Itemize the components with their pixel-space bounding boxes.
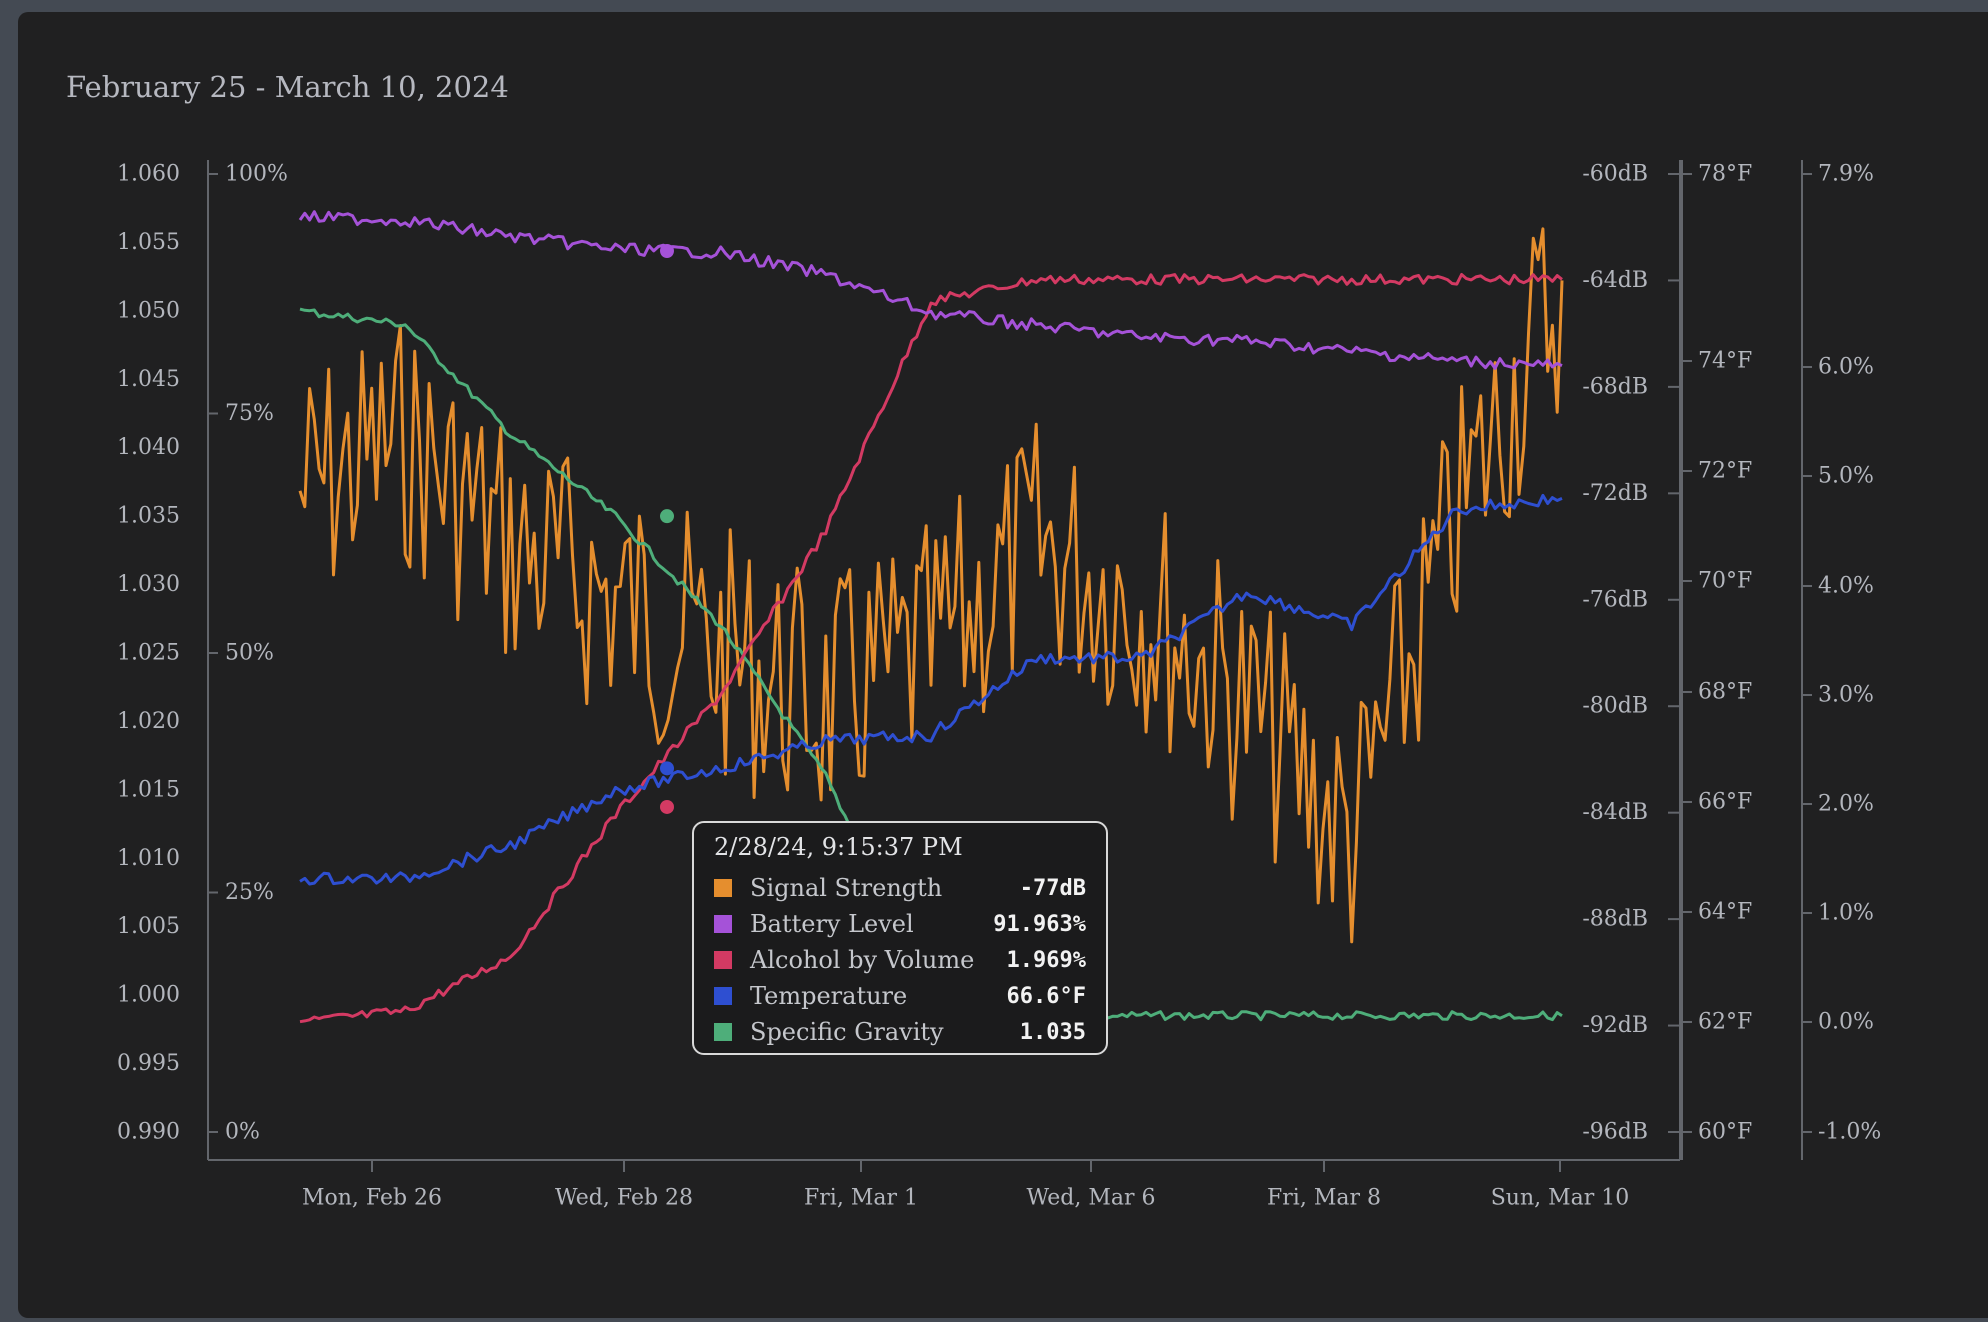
- x-tick-label: Fri, Mar 8: [1267, 1186, 1381, 1211]
- tooltip-series-name: Temperature: [750, 982, 908, 1010]
- signal-series-line: [298, 227, 1564, 944]
- x-tick-label: Wed, Mar 6: [1026, 1186, 1155, 1211]
- gravity-hover-point: [660, 509, 674, 524]
- x-tick-label: Sun, Mar 10: [1491, 1186, 1630, 1211]
- gravity-tick-label: 1.060: [117, 162, 180, 187]
- tooltip-series-value: 66.6°F: [1006, 983, 1086, 1009]
- abv-tick-label: 2.0%: [1818, 792, 1874, 817]
- abv-tick-label: 7.9%: [1818, 162, 1874, 187]
- gravity-tick-label: 1.015: [117, 777, 180, 802]
- gravity-tick-label: 0.995: [117, 1051, 180, 1076]
- hover-tooltip: 2/28/24, 9:15:37 PM Signal Strength -77d…: [692, 821, 1108, 1055]
- temperature-tick-label: 68°F: [1698, 680, 1752, 705]
- tooltip-series-value: -77dB: [1019, 875, 1086, 901]
- tooltip-row-battery: Battery Level 91.963%: [714, 906, 1086, 942]
- chart-subtitle: February 25 - March 10, 2024: [66, 70, 509, 104]
- abv-tick-label: 0.0%: [1818, 1010, 1874, 1035]
- signal-tick-label: -80dB: [1582, 694, 1648, 719]
- x-tick-label: Mon, Feb 26: [302, 1186, 442, 1211]
- tooltip-row-gravity: Specific Gravity 1.035: [714, 1014, 1086, 1050]
- battery-tick-label: 100%: [225, 162, 288, 187]
- temperature-tick-label: 62°F: [1698, 1010, 1752, 1035]
- signal-tick-label: -76dB: [1582, 587, 1648, 612]
- abv-tick-label: -1.0%: [1818, 1120, 1881, 1145]
- battery-tick-label: 75%: [225, 401, 274, 426]
- hover-markers: [660, 243, 674, 814]
- signal-tick-label: -84dB: [1582, 800, 1648, 825]
- temperature-swatch: [714, 987, 732, 1005]
- tooltip-series-name: Alcohol by Volume: [750, 946, 975, 974]
- temperature-tick-label: 66°F: [1698, 790, 1752, 815]
- tooltip-series-name: Specific Gravity: [750, 1018, 944, 1046]
- tooltip-row-temperature: Temperature 66.6°F: [714, 978, 1086, 1014]
- battery-swatch: [714, 915, 732, 933]
- tooltip-timestamp: 2/28/24, 9:15:37 PM: [714, 833, 963, 861]
- tooltip-series-value: 1.035: [1019, 1019, 1086, 1045]
- chart-panel: [18, 12, 1988, 1318]
- abv-tick-label: 3.0%: [1818, 683, 1874, 708]
- gravity-tick-label: 1.030: [117, 572, 180, 597]
- tooltip-row-signal: Signal Strength -77dB: [714, 870, 1086, 906]
- battery-hover-point: [660, 243, 674, 258]
- gravity-tick-label: 1.055: [117, 230, 180, 255]
- temperature-series-line: [299, 493, 1563, 886]
- gravity-tick-label: 1.005: [117, 914, 180, 939]
- signal-tick-label: -68dB: [1582, 374, 1648, 399]
- abv-series-line: [299, 273, 1563, 1024]
- gravity-tick-label: 0.990: [117, 1120, 180, 1145]
- x-tick-label: Wed, Feb 28: [555, 1186, 693, 1211]
- temperature-tick-label: 74°F: [1698, 349, 1752, 374]
- temperature-tick-label: 70°F: [1698, 569, 1752, 594]
- tooltip-series-name: Battery Level: [750, 910, 914, 938]
- tooltip-series-name: Signal Strength: [750, 874, 943, 902]
- abv-tick-label: 5.0%: [1818, 464, 1874, 489]
- abv-tick-label: 4.0%: [1818, 574, 1874, 599]
- x-tick-label: Fri, Mar 1: [804, 1186, 918, 1211]
- abv-tick-label: 6.0%: [1818, 355, 1874, 380]
- tooltip-series-value: 91.963%: [993, 911, 1086, 937]
- signal-tick-label: -72dB: [1582, 481, 1648, 506]
- gravity-tick-label: 1.035: [117, 504, 180, 529]
- gravity-tick-label: 1.000: [117, 983, 180, 1008]
- gravity-tick-label: 1.040: [117, 435, 180, 460]
- battery-series-line: [298, 210, 1563, 370]
- axes-layer: 1.060 1.055 1.050 1.045 1.040 1.035 1.030 1.025…: [117, 160, 1881, 1211]
- battery-tick-label: 25%: [225, 880, 274, 905]
- abv-hover-point: [660, 799, 674, 814]
- gravity-tick-label: 1.010: [117, 846, 180, 871]
- signal-tick-label: -96dB: [1582, 1120, 1648, 1145]
- gravity-tick-label: 1.025: [117, 641, 180, 666]
- gravity-swatch: [714, 1023, 732, 1041]
- battery-tick-label: 0%: [225, 1120, 260, 1145]
- gravity-tick-label: 1.050: [117, 298, 180, 323]
- temperature-tick-label: 78°F: [1698, 162, 1752, 187]
- signal-tick-label: -92dB: [1582, 1013, 1648, 1038]
- signal-tick-label: -64dB: [1582, 268, 1648, 293]
- temperature-tick-label: 72°F: [1698, 459, 1752, 484]
- tooltip-series-value: 1.969%: [1006, 947, 1086, 973]
- signal-tick-label: -88dB: [1582, 907, 1648, 932]
- tooltip-row-abv: Alcohol by Volume 1.969%: [714, 942, 1086, 978]
- signal-tick-label: -60dB: [1582, 162, 1648, 187]
- gravity-tick-label: 1.020: [117, 709, 180, 734]
- signal-swatch: [714, 879, 732, 897]
- temperature-hover-point: [660, 761, 674, 776]
- abv-swatch: [714, 951, 732, 969]
- temperature-tick-label: 64°F: [1698, 900, 1752, 925]
- temperature-tick-label: 60°F: [1698, 1120, 1752, 1145]
- abv-tick-label: 1.0%: [1818, 901, 1874, 926]
- gravity-tick-label: 1.045: [117, 367, 180, 392]
- battery-tick-label: 50%: [225, 641, 274, 666]
